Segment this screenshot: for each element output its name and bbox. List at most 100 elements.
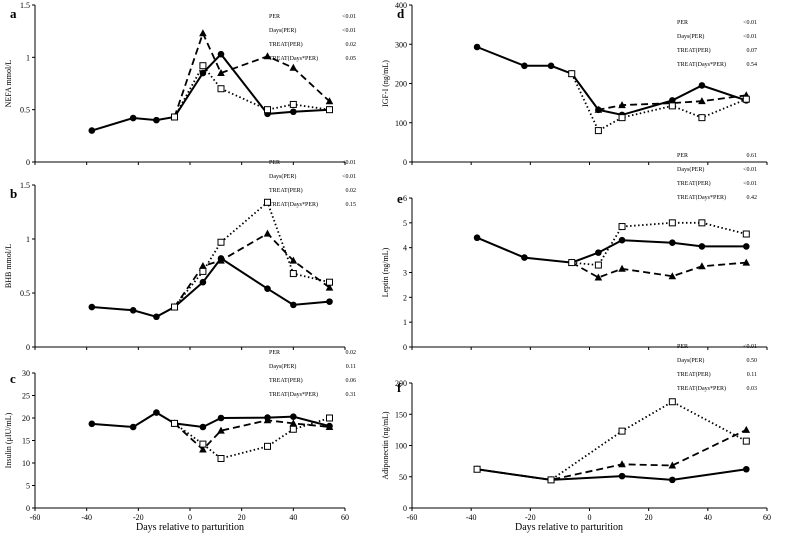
chart-panel-f: 0 50 100 150 200 -60 -40 -20 0 20 40 60 Adiponectin … bbox=[381, 344, 771, 522]
data-point-square bbox=[594, 261, 602, 269]
data-point-circle bbox=[199, 278, 207, 286]
data-point-circle bbox=[264, 285, 271, 292]
data-point-circle bbox=[521, 62, 528, 70]
y-tick-label: 2 bbox=[403, 293, 407, 302]
y-tick-label: 1.5 bbox=[20, 1, 30, 10]
data-point-square bbox=[217, 455, 225, 462]
y-axis-title: NEFA mmol/L bbox=[4, 60, 13, 108]
series-line-dotted bbox=[476, 400, 747, 481]
data-point-circle bbox=[199, 423, 207, 431]
y-tick-label: 4 bbox=[403, 244, 407, 253]
data-point-square bbox=[618, 427, 626, 435]
data-point-square bbox=[289, 270, 297, 278]
stats-term: TREAT(Days*PER) bbox=[269, 55, 318, 62]
y-tick-label: 10 bbox=[22, 459, 30, 468]
stats-p-value: 0.50 bbox=[747, 358, 758, 364]
data-point-circle bbox=[473, 234, 481, 242]
data-point-triangle bbox=[199, 29, 207, 37]
x-tick-label: 0 bbox=[188, 513, 192, 522]
stats-term: TREAT(Days*PER) bbox=[677, 61, 726, 68]
stats-term: PER bbox=[269, 160, 280, 166]
stats-term: TREAT(Days*PER) bbox=[269, 201, 318, 208]
y-tick-label: 300 bbox=[395, 40, 407, 49]
y-axis-title: BHB mmol/L bbox=[4, 244, 13, 288]
x-tick-label: -20 bbox=[525, 513, 536, 522]
data-point-circle bbox=[290, 301, 297, 309]
data-point-circle bbox=[547, 62, 555, 70]
x-tick-label: 40 bbox=[289, 513, 297, 522]
stats-p-value: 0.61 bbox=[747, 153, 758, 159]
data-point-square bbox=[326, 106, 333, 114]
y-tick-label: 0.5 bbox=[20, 289, 30, 298]
data-point-circle bbox=[473, 43, 481, 51]
data-point-square bbox=[217, 238, 225, 246]
y-tick-label: 1 bbox=[26, 235, 30, 244]
y-tick-label: 25 bbox=[22, 392, 30, 401]
data-point-circle bbox=[742, 243, 750, 250]
y-axis-title: IGF-I (ng/mL) bbox=[381, 60, 390, 107]
stats-term: TREAT(Days*PER) bbox=[677, 194, 726, 201]
series-line-solid bbox=[476, 46, 747, 116]
stats-term: Days(PER) bbox=[269, 27, 296, 34]
data-point-square bbox=[668, 102, 676, 110]
y-tick-label: 100 bbox=[395, 119, 407, 128]
stats-term: PER bbox=[677, 20, 688, 26]
x-tick-label: -60 bbox=[30, 513, 41, 522]
data-point-square bbox=[742, 95, 750, 103]
data-point-triangle bbox=[263, 52, 272, 60]
data-point-circle bbox=[217, 414, 225, 422]
data-point-square bbox=[473, 465, 481, 473]
y-axis-title: Leptin (ng/mL) bbox=[381, 247, 390, 297]
x-tick-label: -40 bbox=[81, 513, 92, 522]
data-point-circle bbox=[88, 127, 96, 134]
data-point-triangle bbox=[217, 69, 225, 77]
data-point-square bbox=[698, 114, 706, 122]
data-point-circle bbox=[669, 239, 676, 246]
x-tick-label: 20 bbox=[238, 513, 246, 522]
series-line-dotted bbox=[571, 221, 747, 267]
data-point-triangle bbox=[217, 256, 225, 264]
data-point-triangle bbox=[289, 63, 298, 71]
data-point-square bbox=[594, 127, 602, 135]
panel-label: c bbox=[10, 371, 16, 386]
data-point-square bbox=[289, 425, 297, 433]
series-line-dotted bbox=[173, 64, 330, 118]
series-line-dashed bbox=[571, 261, 747, 279]
stats-p-value: 0.42 bbox=[747, 195, 758, 201]
stats-term: TREAT(Days*PER) bbox=[269, 391, 318, 398]
data-point-circle bbox=[669, 476, 676, 484]
y-tick-label: 0 bbox=[403, 504, 407, 513]
data-point-triangle bbox=[742, 425, 751, 433]
y-tick-label: 5 bbox=[403, 219, 407, 228]
panel-label: a bbox=[10, 6, 17, 21]
panel-label: f bbox=[397, 380, 402, 395]
y-tick-label: 1.5 bbox=[20, 181, 30, 190]
chart-panel-c: 0 5 10 15 20 25 30 -60 -40 -20 0 20 40 60 Insulin (μIU… bbox=[4, 350, 356, 522]
stats-term: PER bbox=[269, 14, 280, 20]
y-tick-label: 5 bbox=[26, 482, 30, 491]
data-point-triangle bbox=[618, 460, 626, 468]
stats-term: Days(PER) bbox=[677, 357, 704, 364]
y-tick-label: 20 bbox=[22, 414, 30, 423]
x-tick-label: -60 bbox=[407, 513, 418, 522]
data-point-triangle bbox=[289, 256, 298, 264]
stats-p-value: 0.07 bbox=[747, 48, 758, 54]
data-point-square bbox=[742, 230, 750, 238]
data-point-triangle bbox=[325, 97, 334, 105]
data-point-triangle bbox=[742, 258, 751, 266]
stats-term: TREAT(PER) bbox=[677, 47, 711, 54]
data-point-triangle bbox=[289, 419, 298, 427]
data-point-circle bbox=[88, 303, 96, 311]
x-axis-title-left: Days relative to parturition bbox=[136, 522, 244, 533]
data-point-square bbox=[698, 219, 706, 227]
data-point-square bbox=[199, 440, 207, 448]
panel-label: e bbox=[397, 191, 403, 206]
data-point-square bbox=[618, 114, 626, 122]
data-point-square bbox=[618, 223, 626, 231]
stats-p-value: 0.02 bbox=[346, 188, 357, 194]
stats-term: TREAT(PER) bbox=[677, 180, 711, 187]
stats-p-value: <0.01 bbox=[743, 181, 757, 187]
series-line-dashed bbox=[173, 30, 331, 118]
data-point-square bbox=[199, 62, 207, 70]
data-point-circle bbox=[153, 313, 160, 321]
